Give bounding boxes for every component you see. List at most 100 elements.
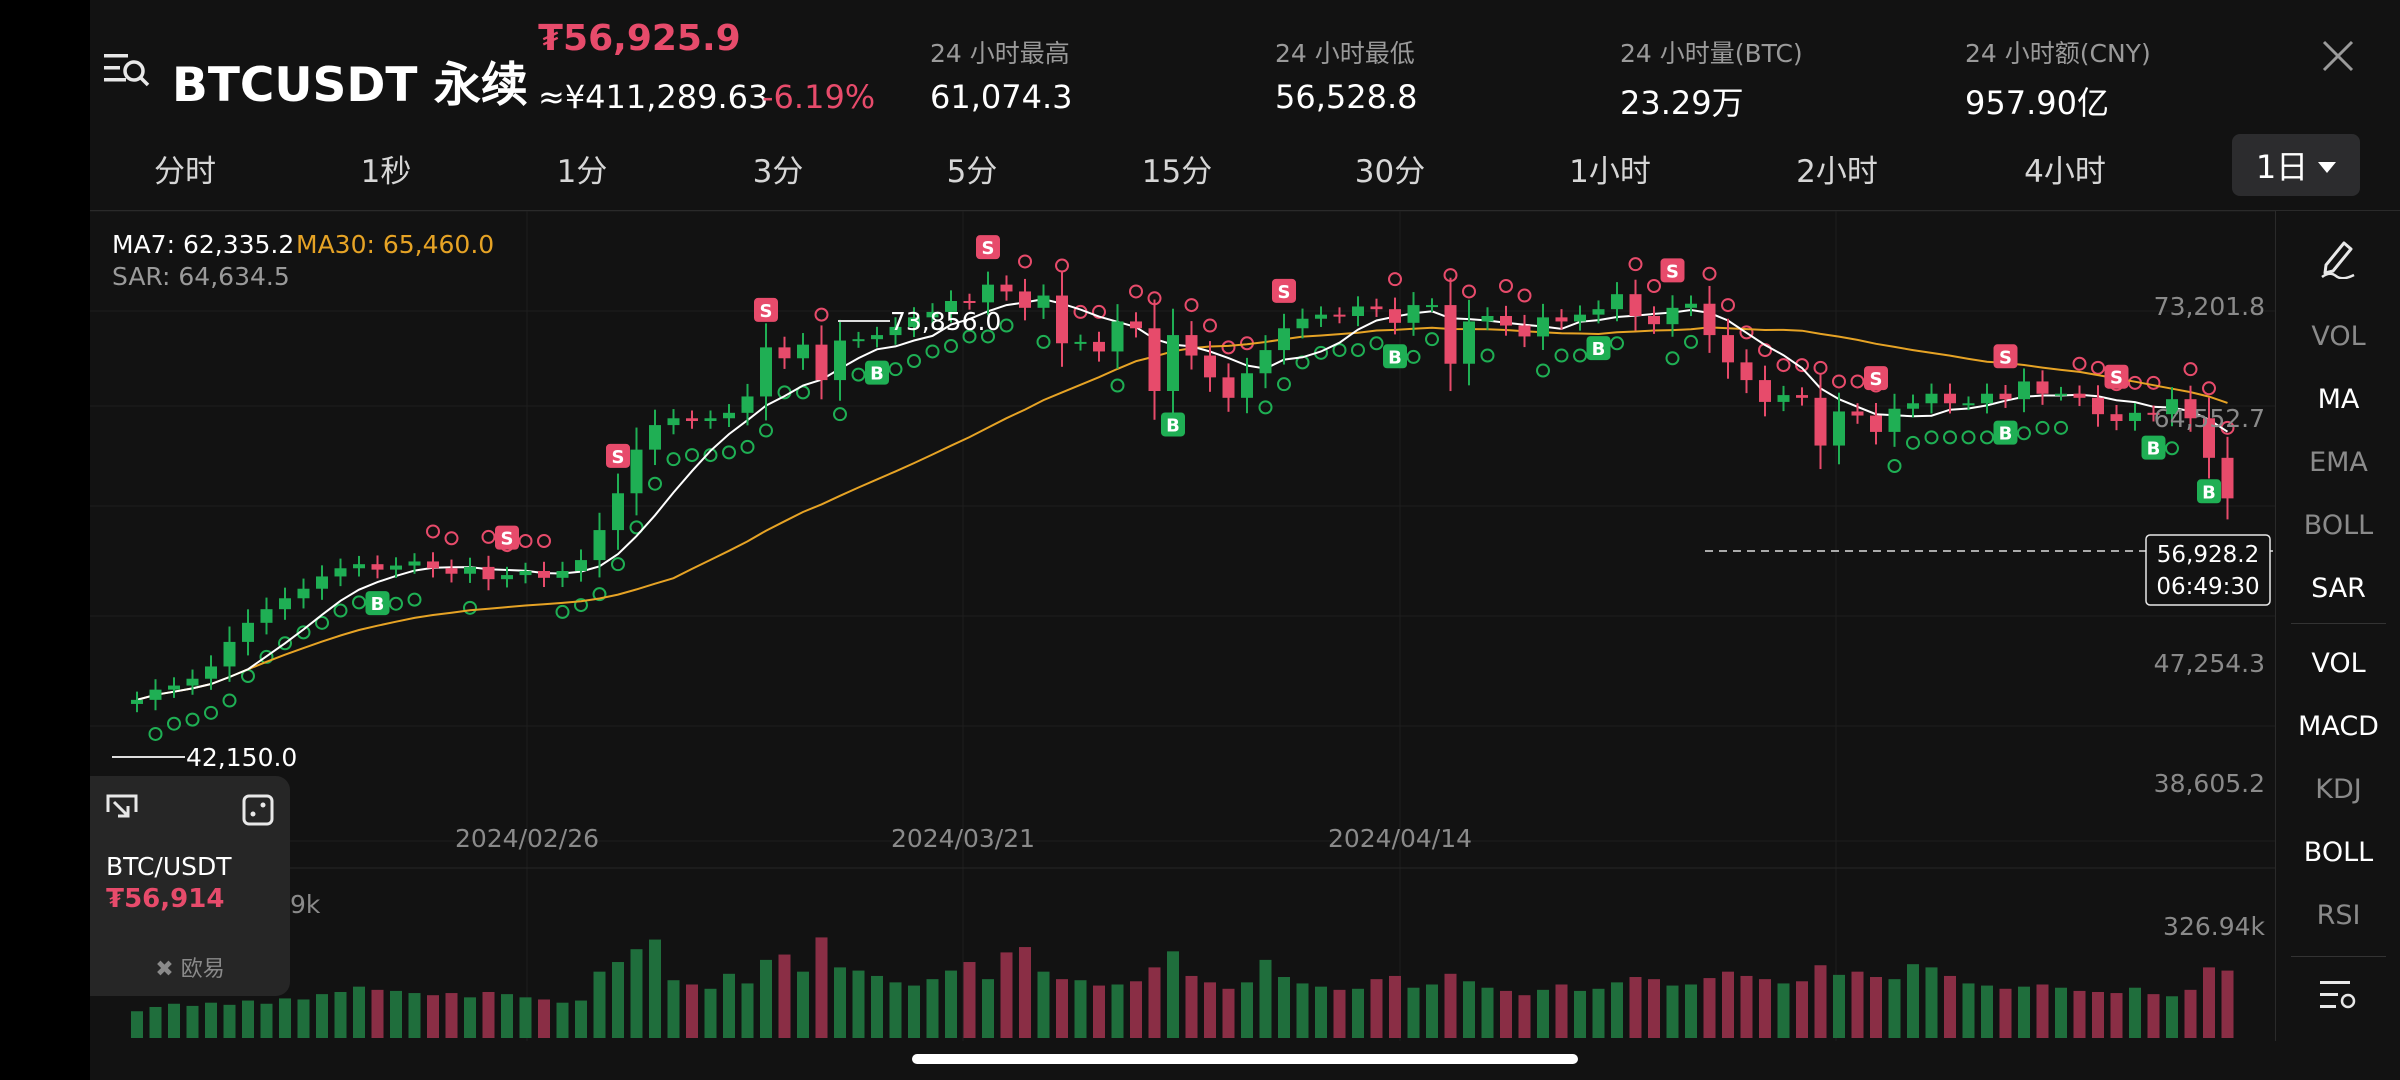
volume-bar <box>279 998 291 1038</box>
sar-dot <box>2072 356 2087 371</box>
sell-badge <box>754 297 778 322</box>
sar-dot <box>907 354 921 368</box>
candle-body <box>1204 355 1216 378</box>
tab-timeframe-2h[interactable]: 2小时 <box>1796 154 1878 190</box>
sell-badge-label: S <box>2110 368 2123 389</box>
tab-timeframe-30m[interactable]: 30分 <box>1354 154 1426 190</box>
sar-dot <box>925 344 940 359</box>
sell-badge <box>1864 366 1888 391</box>
tab-timeframe-1m[interactable]: 1分 <box>556 154 608 190</box>
pair-title[interactable]: BTCUSDT 永续 <box>172 58 528 113</box>
sar-dot <box>1795 358 1809 373</box>
candle-body <box>408 561 421 566</box>
volume-bar <box>1925 967 1938 1038</box>
sar-dot <box>722 445 736 460</box>
volume-bar <box>334 991 347 1038</box>
buy-signal: B <box>2197 479 2221 504</box>
sar-dot <box>2146 375 2161 390</box>
volume-bar <box>1222 988 1235 1038</box>
indicator-vol-sub[interactable]: VOL <box>2311 648 2366 679</box>
volume-bar <box>1777 983 1790 1038</box>
candle-body <box>963 301 976 303</box>
sell-badge-label: S <box>1278 282 1291 303</box>
indicator-sar[interactable]: SAR <box>2311 573 2366 604</box>
sar-dot <box>962 329 977 344</box>
volume-bar <box>1796 981 1808 1038</box>
volume-bar <box>1648 979 1660 1038</box>
sell-badge-label: S <box>501 529 514 550</box>
volume-bar <box>1352 988 1364 1038</box>
volume-bar <box>760 959 772 1038</box>
volume-bar <box>649 939 661 1038</box>
volume-bar <box>871 975 883 1038</box>
expand-window-icon[interactable] <box>240 792 276 828</box>
candle-body <box>316 576 328 589</box>
volume-bar <box>704 988 717 1038</box>
sar-dot <box>1536 363 1550 378</box>
indicator-boll-main[interactable]: BOLL <box>2303 510 2374 541</box>
sar-dot <box>1388 272 1402 287</box>
candle-body <box>1000 284 1013 292</box>
tab-timeframe-4h[interactable]: 4小时 <box>2024 154 2106 190</box>
sar-dot <box>1203 318 1217 333</box>
sar-dot <box>426 524 440 539</box>
menu-search-icon[interactable] <box>100 44 152 96</box>
volume-bars <box>131 937 2234 1038</box>
buy-signal: B <box>865 360 889 385</box>
volume-bar <box>667 980 680 1038</box>
volume-bar <box>2018 986 2030 1038</box>
volume-bar <box>778 954 791 1038</box>
volume-bar <box>427 995 439 1038</box>
volume-bar <box>797 971 809 1038</box>
volume-bar <box>1629 977 1642 1038</box>
indicator-vol-main[interactable]: VOL <box>2311 321 2366 352</box>
volume-bar <box>205 1002 217 1038</box>
sar-dot <box>740 439 755 454</box>
buy-badge <box>1161 412 1185 437</box>
tab-timeframe-1h[interactable]: 1小时 <box>1569 154 1651 190</box>
indicator-ma[interactable]: MA <box>2317 384 2360 415</box>
candle-body <box>649 425 661 450</box>
sell-badge <box>1272 278 1296 303</box>
tab-timeframe-5m[interactable]: 5分 <box>946 154 998 190</box>
mini-price: ₮56,914 <box>106 884 225 914</box>
tab-timeframe-15m[interactable]: 15分 <box>1141 154 1213 190</box>
mini-brand-label: 欧易 <box>180 957 225 982</box>
sar-dot <box>1832 374 1846 389</box>
close-icon[interactable] <box>2318 36 2358 76</box>
indicator-macd[interactable]: MACD <box>2298 711 2379 742</box>
chart-grid <box>90 211 2275 1041</box>
x-axis-tick: 2024/04/14 <box>1328 824 1472 853</box>
sar-dot <box>1610 336 1624 351</box>
sar-dot <box>574 598 588 613</box>
tab-timeframe-1s[interactable]: 1秒 <box>360 154 412 190</box>
candle-body <box>1685 303 1697 308</box>
volume-bar <box>1888 979 1901 1038</box>
sar-dot <box>851 367 866 382</box>
tab-timeframe-line[interactable]: 分时 <box>154 154 216 190</box>
sell-signal: S <box>754 297 778 322</box>
buy-signal: B <box>1383 344 1407 369</box>
candle-body <box>1278 328 1290 351</box>
volume-axis-tick: 326.94k <box>2163 912 2265 941</box>
indicator-kdj[interactable]: KDJ <box>2315 774 2362 805</box>
indicator-boll-sub[interactable]: BOLL <box>2303 837 2374 868</box>
sar-dot <box>1110 378 1125 393</box>
chevron-down-icon <box>2318 161 2337 173</box>
volume-bar <box>1944 975 1956 1038</box>
indicator-settings-icon[interactable] <box>2318 977 2358 1013</box>
volume-bar <box>482 991 495 1038</box>
kline-chart[interactable]: S S S S S S S S S B B B B B B B B 73,201.8 64,552.7 47,254… <box>90 211 2275 1041</box>
candle-body <box>149 689 162 700</box>
floating-ticker-widget[interactable]: BTC/USDT ₮56,914 ✖ 欧易 <box>90 776 290 996</box>
indicator-rsi[interactable]: RSI <box>2316 900 2361 931</box>
timeframe-dropdown[interactable]: 1日 <box>2232 134 2360 196</box>
volume-bar <box>353 986 365 1038</box>
pencil-draw-icon[interactable] <box>2316 235 2360 279</box>
volume-bar <box>1315 986 1327 1038</box>
shrink-window-icon[interactable] <box>104 792 140 828</box>
tab-timeframe-3m[interactable]: 3分 <box>752 154 804 190</box>
volume-bar <box>1703 978 1716 1038</box>
volume-bar <box>1592 988 1605 1038</box>
indicator-ema[interactable]: EMA <box>2309 447 2368 478</box>
